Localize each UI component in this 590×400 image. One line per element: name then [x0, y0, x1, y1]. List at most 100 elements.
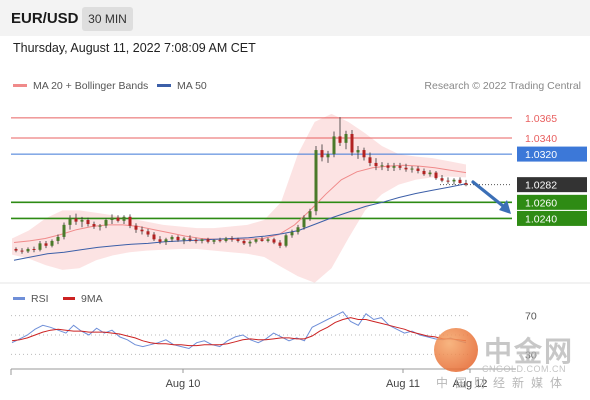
forecast-arrow [471, 180, 505, 208]
candle [260, 239, 264, 241]
candle [362, 150, 366, 158]
candle [56, 236, 60, 241]
candle [422, 170, 426, 175]
candle [332, 136, 336, 155]
rsi-level-label: 30 [525, 349, 537, 361]
candle [416, 168, 420, 171]
candle [92, 224, 96, 227]
candle [308, 211, 312, 218]
level-label: 1.0340 [525, 133, 557, 145]
rsi-swatch [13, 296, 25, 300]
candle [404, 167, 408, 170]
candle [38, 243, 42, 250]
candle [14, 248, 18, 251]
ma9-label: 9MA [81, 293, 103, 305]
candle [50, 240, 54, 246]
candle [230, 238, 234, 240]
candle [434, 172, 438, 179]
level-tag-bg [517, 210, 587, 226]
candle [86, 220, 90, 225]
candle [356, 150, 360, 153]
level-tag-bg [517, 194, 587, 210]
candle [26, 248, 30, 252]
candle [278, 242, 282, 246]
candle [440, 178, 444, 181]
candle [128, 216, 132, 226]
candle [314, 150, 318, 212]
level-tag-1.0365: 1.0365 [525, 113, 557, 125]
candle [380, 165, 384, 167]
legend-ma9: 9MA [63, 293, 103, 305]
x-tick-label: Aug 12 [453, 378, 488, 390]
candle [200, 239, 204, 241]
ma20-line [13, 164, 467, 243]
candle [116, 217, 120, 221]
candle [398, 166, 402, 168]
legend-ma50: MA 50 [157, 80, 207, 92]
candle [290, 232, 294, 236]
candle [212, 240, 216, 242]
candle [20, 250, 24, 252]
chart-datetime: Thursday, August 11, 2022 7:08:09 AM CET [13, 41, 256, 55]
candle [188, 238, 192, 241]
level-label: 1.0260 [525, 197, 557, 209]
candle [158, 239, 162, 242]
candle [452, 179, 456, 182]
candle [248, 241, 252, 244]
candle [152, 234, 156, 240]
rsi-label: RSI [31, 293, 49, 305]
candle [242, 240, 246, 244]
timeframe-button[interactable]: 30 MIN [82, 7, 133, 31]
candle [164, 239, 168, 242]
rsi-ma9-line [11, 317, 467, 347]
candle [326, 154, 330, 158]
candle [410, 168, 414, 170]
candle [254, 239, 258, 242]
level-tag-bg [517, 177, 587, 193]
candle [146, 231, 150, 235]
ma50-line [13, 183, 467, 261]
legend-ma20: MA 20 + Bollinger Bands [13, 80, 148, 92]
candle [170, 236, 174, 240]
candle [140, 229, 144, 232]
candle [374, 162, 378, 167]
watermark-logo: 中金网 CNGOLD.COM.CN 中国财经新媒体 [432, 326, 582, 392]
top-bar: EUR/USD 30 MIN [0, 0, 590, 36]
candle [266, 239, 270, 241]
level-tag-1.0320: 1.0320 [517, 146, 587, 162]
rsi-line [11, 311, 467, 350]
candle [224, 238, 228, 241]
candle [32, 248, 36, 250]
candle [320, 150, 324, 158]
bollinger-band [12, 113, 466, 283]
candle [296, 227, 300, 233]
level-label: 1.0365 [525, 113, 557, 125]
level-label: 1.0282 [525, 180, 557, 192]
candle [338, 136, 342, 143]
candle [194, 240, 198, 242]
legend-rsi: RSI [13, 293, 49, 305]
candle [176, 236, 180, 241]
ma50-swatch [157, 83, 171, 87]
candle [62, 224, 66, 237]
candle [218, 240, 222, 242]
candle [104, 220, 108, 226]
candle [236, 239, 240, 241]
candle [302, 217, 306, 228]
candle [74, 218, 78, 222]
watermark-sub: 中国财经新媒体 [436, 376, 570, 390]
level-label: 1.0320 [525, 149, 557, 161]
candle [350, 133, 354, 153]
level-tag-1.0282: 1.0282 [517, 177, 587, 193]
candle [464, 183, 468, 185]
candle [458, 179, 462, 184]
candle [98, 225, 102, 227]
candle [446, 180, 450, 182]
candle [80, 220, 84, 222]
candle [44, 243, 48, 246]
level-tag-1.0240: 1.0240 [517, 210, 587, 226]
candle [386, 165, 390, 168]
candle [344, 133, 348, 143]
candle [368, 157, 372, 163]
